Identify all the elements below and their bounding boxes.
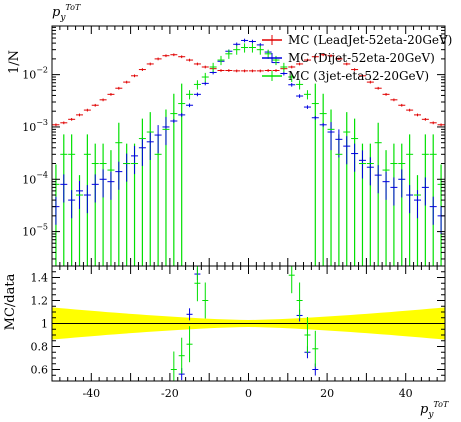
top-error-bands: [55, 83, 442, 266]
x-tick-label: 40: [399, 387, 413, 400]
top-y-tick-label: 10−3: [22, 118, 48, 134]
ratio-y-tick-label: 0.8: [31, 341, 49, 354]
ratio-y-axis-label: MC/data: [3, 273, 18, 330]
top-panel: 10−5 10−4 10−3 10−2: [22, 25, 446, 267]
legend: MC (LeadJet-52eta-20GeV) MC (Dijet-52eta-…: [262, 33, 452, 83]
x-tick-label: 0: [245, 387, 252, 400]
top-y-axis-label: 1/N: [7, 50, 22, 74]
x-axis-label: pyToT: [420, 400, 449, 420]
ratio-y-tick-label: 1: [41, 318, 48, 331]
chart-title: pyToT: [52, 3, 81, 23]
x-tick-label: -20: [161, 387, 179, 400]
ratio-points-group: [170, 266, 319, 381]
top-series-group: [52, 38, 445, 234]
legend-label-2: MC (3jet-eta52-20GeV): [288, 69, 429, 83]
ratio-x-ticks: -40 -20 0 20 40: [51, 266, 446, 400]
x-tick-label: 20: [320, 387, 334, 400]
ratio-panel: 0.6 0.8 1 1.2 1.4 -40 -20 0 20 40: [31, 265, 446, 400]
ratio-y-tick-label: 0.6: [31, 364, 49, 377]
legend-label-1: MC (Dijet-52eta-20GeV): [288, 51, 435, 65]
ratio-y-ticks: 0.6 0.8 1 1.2 1.4: [31, 271, 445, 377]
top-y-tick-label: 10−5: [22, 223, 48, 239]
series-2: [52, 43, 445, 196]
top-y-tick-label: 10−2: [22, 66, 48, 82]
legend-label-0: MC (LeadJet-52eta-20GeV): [288, 33, 452, 47]
ratio-y-tick-label: 1.4: [31, 272, 49, 285]
top-y-ticks: 10−5 10−4 10−3 10−2: [22, 26, 445, 260]
x-tick-label: -40: [82, 387, 100, 400]
top-y-tick-label: 10−4: [22, 170, 48, 186]
top-x-ticks: [51, 26, 446, 266]
ratio-y-tick-label: 1.2: [31, 295, 49, 308]
